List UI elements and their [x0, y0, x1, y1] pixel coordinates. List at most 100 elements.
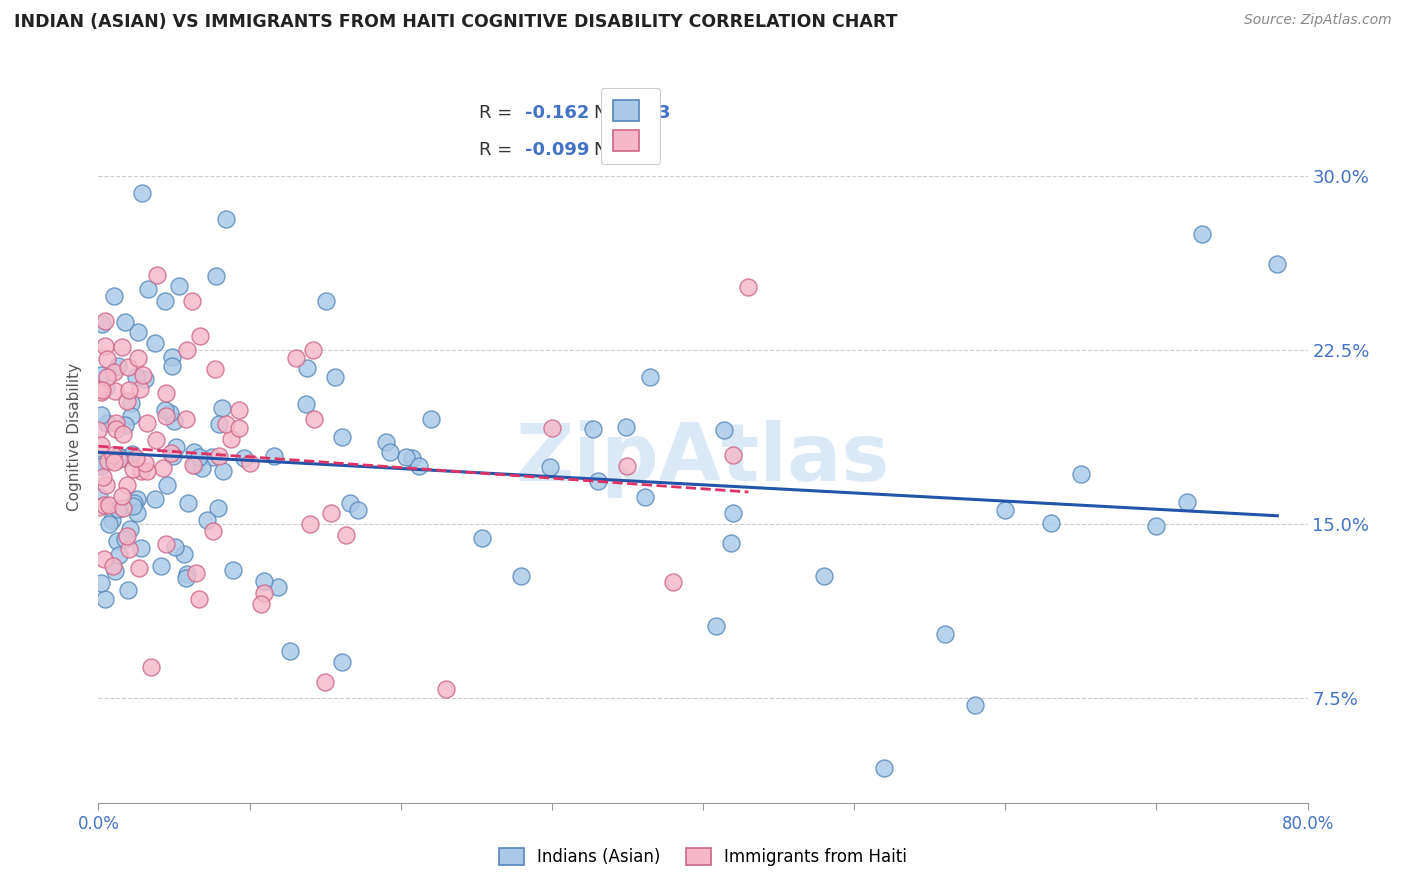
Point — [145, 433, 167, 447]
Point — [127, 506, 149, 520]
Point — [401, 450, 423, 465]
Point — [90, 318, 112, 332]
Point — [90, 384, 112, 399]
Point — [107, 502, 129, 516]
Point — [228, 421, 250, 435]
Point — [93, 314, 115, 328]
Point — [105, 534, 128, 549]
Point — [187, 592, 209, 607]
Point — [120, 409, 142, 423]
Point — [1191, 227, 1213, 241]
Point — [873, 761, 896, 775]
Point — [90, 384, 112, 398]
Point — [339, 496, 361, 510]
Point — [127, 351, 149, 366]
Point — [233, 450, 256, 465]
Point — [378, 445, 401, 459]
Point — [169, 279, 191, 293]
Point — [156, 477, 179, 491]
Point — [114, 532, 136, 546]
Point — [136, 282, 159, 296]
Point — [540, 421, 562, 435]
Point — [107, 449, 129, 463]
Point — [90, 368, 112, 382]
Text: Source: ZipAtlas.com: Source: ZipAtlas.com — [1244, 13, 1392, 28]
Point — [181, 294, 204, 309]
Point — [105, 422, 128, 436]
Point — [155, 293, 177, 308]
Point — [335, 528, 357, 542]
Point — [112, 450, 135, 465]
Point — [713, 423, 735, 437]
Point — [124, 450, 146, 465]
Point — [155, 385, 177, 400]
Point — [129, 464, 152, 478]
Point — [1039, 516, 1062, 530]
Point — [174, 411, 197, 425]
Point — [302, 412, 325, 426]
Point — [638, 370, 661, 384]
Point — [188, 328, 211, 343]
Point — [253, 585, 276, 599]
Text: N =: N = — [595, 141, 634, 159]
Point — [408, 458, 430, 473]
Point — [97, 498, 120, 512]
Point — [143, 491, 166, 506]
Point — [149, 559, 172, 574]
Point — [89, 457, 111, 471]
Point — [153, 403, 176, 417]
Point — [176, 566, 198, 581]
Point — [191, 461, 214, 475]
Point — [107, 548, 129, 562]
Point — [94, 380, 117, 394]
Point — [323, 370, 346, 384]
Point — [135, 464, 157, 478]
Text: N =: N = — [595, 103, 634, 121]
Point — [118, 541, 141, 556]
Point — [538, 460, 561, 475]
Point — [117, 360, 139, 375]
Point — [188, 450, 211, 464]
Legend: , : , — [600, 87, 661, 164]
Point — [125, 370, 148, 384]
Point — [93, 592, 115, 607]
Point — [1267, 257, 1289, 271]
Point — [723, 506, 745, 520]
Point — [103, 455, 125, 469]
Point — [250, 597, 273, 611]
Point — [122, 499, 145, 513]
Point — [934, 627, 956, 641]
Point — [90, 576, 112, 591]
Text: ZipAtlas: ZipAtlas — [516, 420, 890, 498]
Y-axis label: Cognitive Disability: Cognitive Disability — [67, 363, 83, 511]
Point — [127, 326, 149, 340]
Point — [183, 458, 205, 472]
Point — [114, 315, 136, 329]
Point — [239, 456, 262, 470]
Point — [315, 294, 337, 309]
Point — [96, 370, 118, 384]
Point — [112, 500, 135, 515]
Point — [128, 561, 150, 575]
Point — [173, 547, 195, 561]
Point — [163, 414, 186, 428]
Text: 80: 80 — [634, 141, 659, 159]
Point — [201, 524, 224, 538]
Point — [181, 458, 204, 473]
Text: R =: R = — [479, 141, 519, 159]
Point — [134, 456, 156, 470]
Point — [228, 402, 250, 417]
Point — [177, 496, 200, 510]
Point — [108, 451, 131, 466]
Point — [96, 416, 118, 430]
Point — [117, 529, 139, 543]
Point — [94, 478, 117, 492]
Point — [100, 513, 122, 527]
Point — [160, 446, 183, 460]
Point — [103, 289, 125, 303]
Point — [267, 580, 290, 594]
Point — [89, 382, 111, 396]
Point — [219, 432, 242, 446]
Point — [211, 464, 233, 478]
Point — [614, 420, 637, 434]
